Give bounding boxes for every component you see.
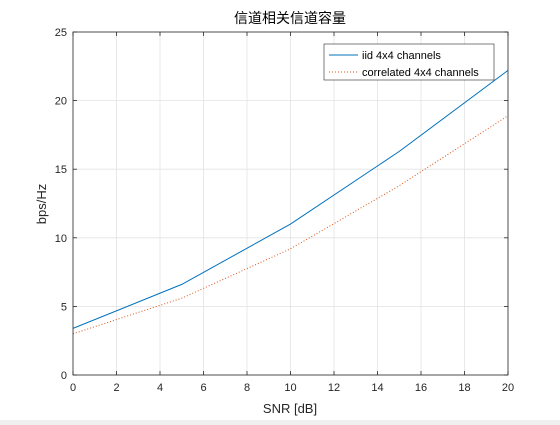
x-tick-label: 2 — [113, 382, 119, 394]
y-tick-label: 10 — [55, 233, 67, 245]
x-tick-label: 20 — [502, 382, 514, 394]
legend-box — [323, 43, 495, 81]
x-tick-label: 10 — [284, 382, 296, 394]
x-tick-label: 4 — [157, 382, 163, 394]
x-tick-label: 12 — [328, 382, 340, 394]
y-tick-label: 25 — [55, 27, 67, 39]
x-tick-label: 8 — [244, 382, 250, 394]
y-tick-label: 15 — [55, 164, 67, 176]
y-tick-label: 5 — [61, 301, 67, 313]
x-tick-label: 18 — [458, 382, 470, 394]
y-axis-label: bps/Hz — [34, 184, 49, 224]
y-tick-label: 0 — [61, 370, 67, 382]
legend-label-correlated: correlated 4x4 channels — [362, 67, 479, 79]
series-line-iid — [72, 69, 509, 329]
x-tick-label: 16 — [415, 382, 427, 394]
chart-title: 信道相关信道容量 — [234, 10, 346, 26]
series-line-correlated — [72, 115, 509, 335]
x-tick-label: 6 — [200, 382, 206, 394]
y-tick-label: 20 — [55, 96, 67, 108]
series-layer — [72, 69, 509, 335]
x-axis-label: SNR [dB] — [263, 401, 317, 416]
ticks: 0 2 4 6 8 10 12 14 16 18 20 0 5 10 15 20 25 — [55, 27, 514, 394]
x-tick-label: 0 — [70, 382, 76, 394]
legend: iid 4x4 channels correlated 4x4 channels — [323, 43, 495, 81]
legend-label-iid: iid 4x4 channels — [362, 50, 441, 62]
x-tick-label: 14 — [371, 382, 383, 394]
